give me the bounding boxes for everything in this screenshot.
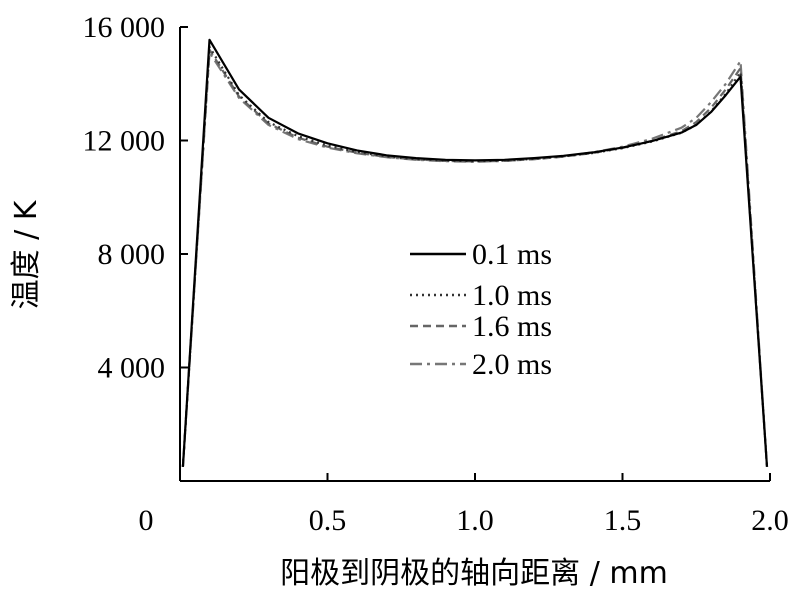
series-layer bbox=[181, 38, 769, 467]
x-tick-label: 1.0 bbox=[456, 504, 494, 537]
y-tick-label: 4 000 bbox=[98, 352, 166, 385]
y-axis-title: 温度 / K bbox=[9, 199, 44, 309]
x-tick-label: 1.5 bbox=[604, 504, 642, 537]
y-tick-label: 12 000 bbox=[83, 125, 166, 158]
x-axis-title: 阳极到阴极的轴向距离 / mm bbox=[280, 556, 668, 591]
x-tick-label: 0.5 bbox=[309, 504, 347, 537]
legend-label-3: 1.6 ms bbox=[472, 310, 552, 343]
x-tick-label: 0 bbox=[139, 504, 154, 537]
legend-label-1: 0.1 ms bbox=[472, 238, 552, 271]
x-tick-label: 2.0 bbox=[751, 504, 789, 537]
legend: 0.1 ms 1.0 ms1.6 ms 2.0 ms bbox=[410, 238, 552, 381]
legend-label-4: 2.0 ms bbox=[472, 348, 552, 381]
y-tick-label: 16 000 bbox=[83, 11, 166, 44]
y-tick-label: 8 000 bbox=[98, 238, 166, 271]
legend-label-2: 1.0 ms bbox=[472, 279, 552, 312]
ticks: 0 0.5 1.0 1.5 2.0 4 000 8 000 12 000 16 000 bbox=[83, 11, 789, 537]
series-line-1 bbox=[181, 38, 769, 467]
